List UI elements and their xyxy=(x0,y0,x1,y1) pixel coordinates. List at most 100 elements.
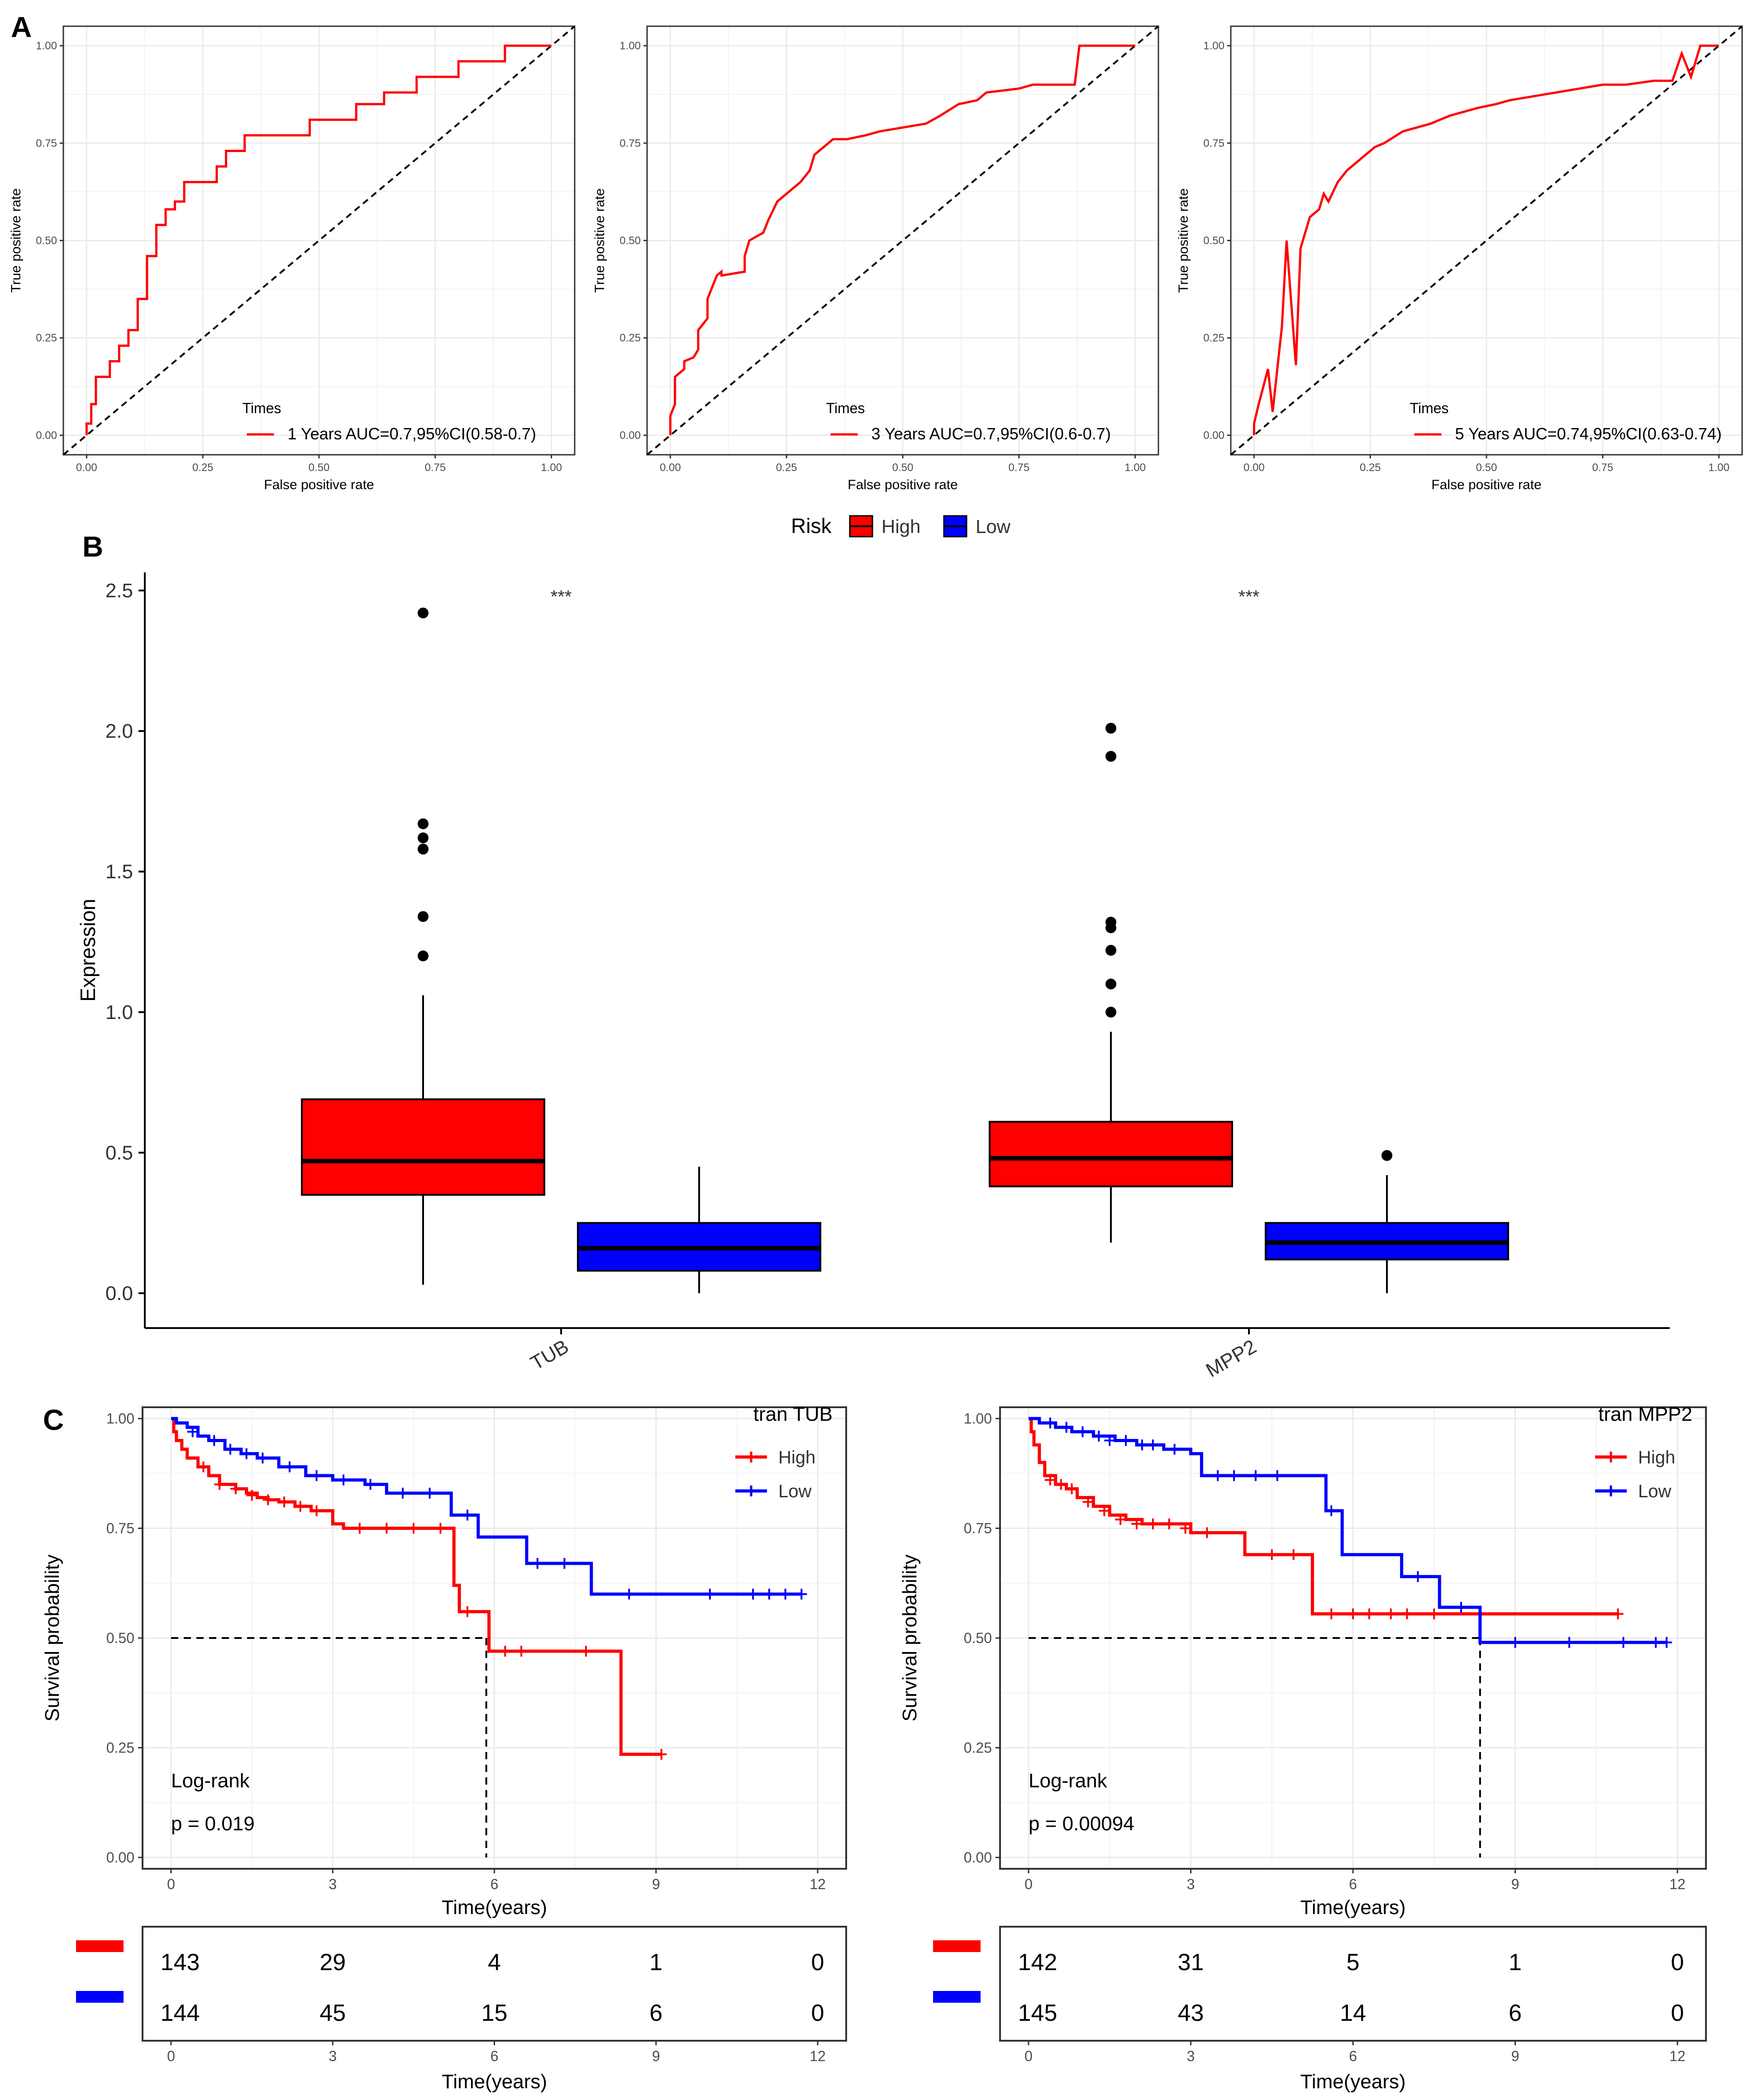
km-censor-mark-high xyxy=(1429,1608,1440,1619)
roc-curve xyxy=(669,44,1135,435)
roc-y-tick-label: 0.75 xyxy=(1203,137,1224,149)
box-mpp2-high-outlier xyxy=(1105,1006,1116,1018)
risk-table-x-axis-title: Time(years) xyxy=(442,2071,547,2093)
box-tub-high-outlier xyxy=(418,832,429,843)
roc-x-tick-label: 0.75 xyxy=(1008,462,1029,474)
km-legend-title: tran MPP2 xyxy=(1598,1403,1692,1425)
km-censor-mark-high xyxy=(214,1479,225,1490)
roc-y-tick-label: 0.50 xyxy=(619,235,641,247)
box-tub-high-outlier xyxy=(418,818,429,829)
roc-curve xyxy=(85,44,552,435)
risk-table-count: 29 xyxy=(319,1949,346,1976)
roc-y-tick-label: 0.00 xyxy=(619,429,641,442)
km-chart-tub: 0 3 6 9 12 0.00 0.25 0.50 0.75 1.00 Time(years) Sur… xyxy=(41,1403,847,2093)
km-legend-title: tran TUB xyxy=(753,1403,833,1425)
km-censor-mark-low xyxy=(1136,1439,1148,1451)
km-x-tick-label: 12 xyxy=(810,1876,826,1892)
km-legend-label-high: High xyxy=(1638,1448,1675,1467)
risk-table-count: 14 xyxy=(1340,2000,1366,2026)
box-y-tick-label: 0.0 xyxy=(105,1282,133,1305)
box-y-axis-title: Expression xyxy=(76,899,100,1002)
roc-y-tick-label: 0.75 xyxy=(619,137,641,149)
roc-y-tick-label: 0.00 xyxy=(1203,429,1224,442)
box-mpp2-high-outlier xyxy=(1105,751,1116,762)
km-censor-mark-high xyxy=(1266,1549,1277,1560)
km-legend-label-high: High xyxy=(778,1448,815,1467)
km-censor-mark-low xyxy=(1212,1470,1224,1481)
km-censor-mark-high xyxy=(1401,1608,1413,1619)
risk-table-x-tick-label: 0 xyxy=(1024,2048,1033,2064)
km-censor-mark-low xyxy=(559,1558,570,1569)
risk-table-count: 0 xyxy=(811,2000,824,2026)
panel-label-c: C xyxy=(43,1404,64,1436)
km-censor-mark-high xyxy=(516,1646,527,1657)
km-censor-mark-high xyxy=(1066,1483,1077,1495)
risk-table-count: 5 xyxy=(1347,1949,1360,1976)
km-censor-mark-high xyxy=(1201,1527,1213,1538)
box-mpp2-high-outlier xyxy=(1105,723,1116,734)
km-y-tick-label: 0.25 xyxy=(964,1740,992,1756)
km-censor-mark-low xyxy=(796,1589,807,1600)
roc-y-tick-label: 1.00 xyxy=(619,40,641,52)
risk-table-count: 4 xyxy=(488,1949,501,1976)
roc-y-tick-label: 0.50 xyxy=(1203,235,1224,247)
km-x-tick-label: 6 xyxy=(1349,1876,1357,1892)
risk-table-count: 6 xyxy=(649,2000,662,2026)
box-y-tick-label: 1.5 xyxy=(105,861,133,883)
km-y-tick-label: 1.00 xyxy=(106,1410,134,1427)
km-censor-mark-high xyxy=(435,1523,446,1534)
km-x-axis-title: Time(years) xyxy=(1300,1896,1405,1919)
box-tub-high-outlier xyxy=(418,950,429,962)
km-censor-mark-low xyxy=(624,1589,635,1600)
km-pvalue-label: p = 0.00094 xyxy=(1029,1813,1134,1835)
roc-y-axis-title: True positive rate xyxy=(9,188,24,293)
km-censor-mark-low xyxy=(1104,1435,1115,1446)
km-y-tick-label: 0.75 xyxy=(964,1520,992,1537)
roc-x-tick-label: 0.25 xyxy=(192,462,214,474)
risk-table-count: 0 xyxy=(1671,2000,1684,2026)
km-censor-mark-high xyxy=(1180,1523,1191,1534)
km-x-tick-label: 6 xyxy=(491,1876,499,1892)
km-y-tick-label: 0.75 xyxy=(106,1520,134,1537)
risk-table-group-swatch-high xyxy=(933,1940,981,1952)
box-tub-high-box xyxy=(301,1098,545,1196)
km-y-axis-title: Survival probability xyxy=(41,1554,63,1721)
km-x-tick-label: 3 xyxy=(1187,1876,1195,1892)
box-mpp2-high-outlier xyxy=(1105,978,1116,990)
km-censor-mark-low xyxy=(704,1589,715,1600)
roc-legend-title: Times xyxy=(826,400,865,416)
box-mpp2-high-box xyxy=(989,1121,1233,1187)
risk-table-x-tick-label: 12 xyxy=(1669,2048,1686,2064)
km-censor-mark-low xyxy=(1250,1470,1261,1481)
risk-table-count: 1 xyxy=(1509,1949,1522,1976)
risk-table-count: 142 xyxy=(1018,1949,1058,1976)
roc-legend-title: Times xyxy=(243,400,281,416)
km-censor-mark-high xyxy=(1131,1518,1142,1529)
km-censor-mark-low xyxy=(1564,1637,1575,1648)
panel-label-a: A xyxy=(11,11,32,43)
risk-table-x-tick-label: 6 xyxy=(491,2048,499,2064)
km-censor-mark-low xyxy=(187,1426,198,1438)
km-censor-mark-high xyxy=(1163,1518,1175,1529)
roc-legend-label: 3 Years AUC=0.7,95%CI(0.6-0.7) xyxy=(872,424,1111,443)
box-mpp2-high-outlier xyxy=(1105,945,1116,956)
km-censor-mark-high xyxy=(408,1523,419,1534)
roc-y-tick-label: 0.50 xyxy=(36,235,57,247)
expression-boxplot: 0.0 0.5 1.0 1.5 2.0 2.5 Expression Risk High Low T… xyxy=(76,514,1670,1382)
km-censor-mark-high xyxy=(1363,1608,1375,1619)
panel-label-b: B xyxy=(82,530,103,563)
roc-x-tick-label: 1.00 xyxy=(541,462,562,474)
km-x-tick-label: 3 xyxy=(329,1876,337,1892)
box-mpp2-high-outlier xyxy=(1105,917,1116,928)
km-censor-mark-low xyxy=(1272,1470,1283,1481)
roc-reference-diagonal xyxy=(62,25,576,456)
km-x-tick-label: 0 xyxy=(1024,1876,1033,1892)
km-censor-mark-high xyxy=(1326,1608,1337,1619)
km-censor-mark-high xyxy=(1055,1479,1067,1490)
km-censor-mark-low xyxy=(763,1589,775,1600)
box-y-tick-label: 2.5 xyxy=(105,580,133,602)
km-logrank-label: Log-rank xyxy=(1029,1770,1108,1792)
roc-y-tick-label: 0.25 xyxy=(1203,332,1224,344)
roc-x-tick-label: 0.00 xyxy=(76,462,97,474)
roc-x-axis-title: False positive rate xyxy=(1431,477,1541,492)
